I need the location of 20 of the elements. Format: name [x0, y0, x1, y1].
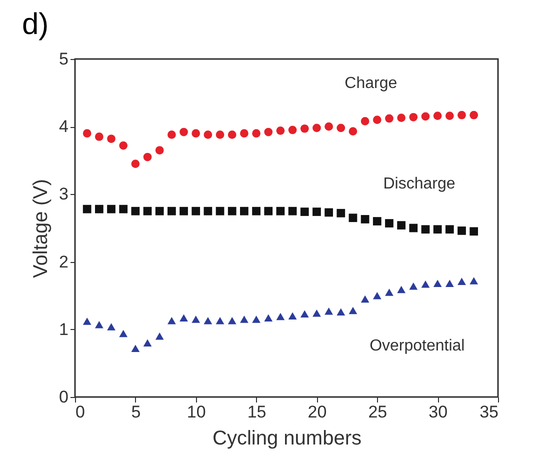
y-tick-label: 5: [59, 50, 68, 68]
y-tick-label: 1: [59, 320, 68, 339]
x-tick-label: 10: [186, 402, 206, 422]
y-tick-label: 2: [59, 252, 68, 272]
x-tick-label: 20: [308, 402, 327, 422]
y-tick-label: 3: [59, 184, 68, 204]
x-tick-label: 5: [131, 402, 141, 422]
panel-label: d): [22, 8, 49, 42]
x-tick-label: 35: [480, 402, 498, 422]
x-tick-label: 25: [368, 402, 388, 422]
y-tick-label: 0: [59, 388, 68, 406]
series-label: Overpotential: [370, 338, 465, 355]
y-axis-title: Voltage (V): [30, 179, 52, 278]
series-label: Charge: [344, 74, 398, 92]
x-tick-label: 0: [76, 402, 85, 422]
x-tick-label: 15: [247, 402, 266, 422]
x-tick-label: 30: [428, 402, 448, 422]
series-label: Discharge: [383, 175, 456, 192]
x-axis-title: Cycling numbers: [212, 428, 362, 450]
y-tick-label: 4: [59, 117, 68, 136]
